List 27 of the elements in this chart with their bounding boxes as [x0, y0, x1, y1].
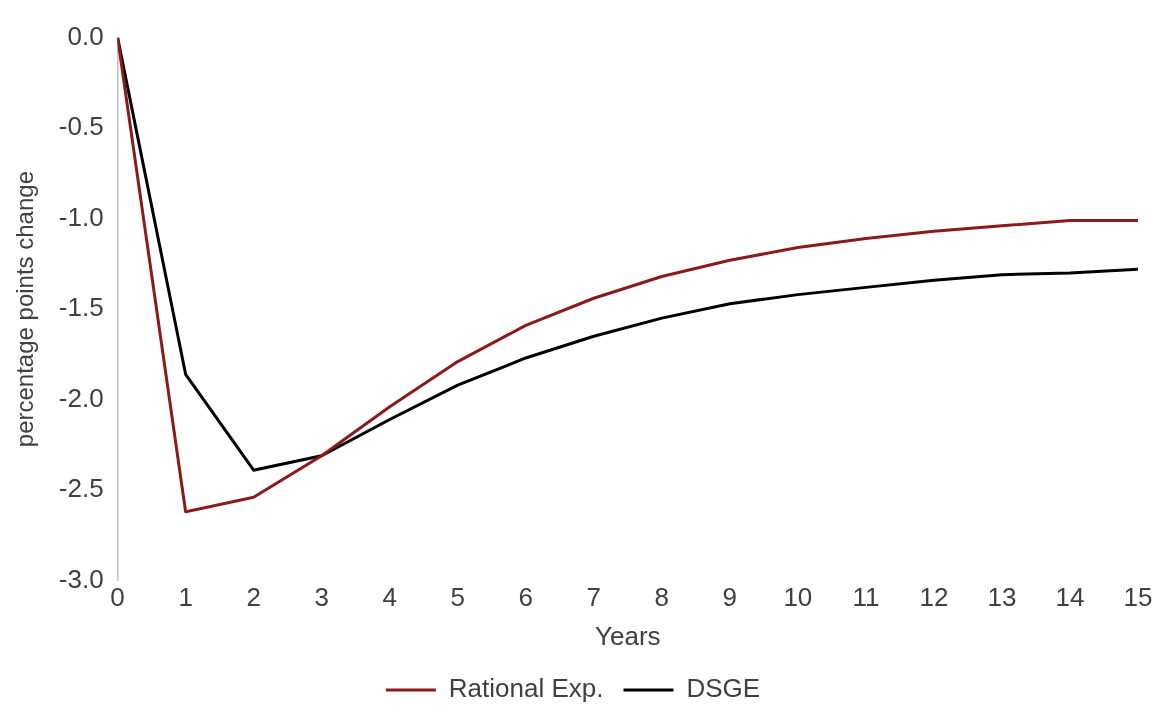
x-tick-label: 8	[654, 582, 670, 613]
x-tick-label: 1	[178, 582, 193, 613]
x-tick-label: 2	[246, 582, 261, 613]
x-tick-label: 6	[518, 582, 533, 613]
x-tick-label: 14	[1055, 582, 1085, 613]
x-axis-title: Years	[595, 620, 661, 651]
x-tick-label: 11	[852, 582, 880, 613]
x-tick-label: 9	[722, 582, 738, 613]
y-axis-title: percentage points change	[11, 170, 39, 448]
y-tick-label: -3.0	[58, 563, 104, 594]
legend-label: Rational Exp.	[448, 673, 604, 704]
x-tick-label: 7	[586, 582, 602, 613]
y-tick-label: -2.0	[58, 382, 104, 413]
x-tick-label: 5	[450, 582, 465, 613]
x-tick-label: 13	[987, 582, 1017, 613]
x-tick-label: 3	[314, 582, 329, 613]
x-tick-label: 4	[382, 582, 397, 613]
y-tick-label: -1.5	[58, 292, 104, 323]
legend-label: DSGE	[686, 673, 761, 704]
y-tick-label: -1.0	[58, 201, 104, 232]
y-tick-label: -0.5	[58, 111, 104, 142]
y-tick-label: 0.0	[67, 20, 104, 51]
y-tick-label: -2.5	[58, 473, 104, 504]
x-tick-label: 0	[110, 582, 125, 613]
x-tick-label: 12	[919, 582, 949, 613]
x-tick-label: 10	[783, 582, 813, 613]
x-tick-label: 15	[1123, 582, 1153, 613]
